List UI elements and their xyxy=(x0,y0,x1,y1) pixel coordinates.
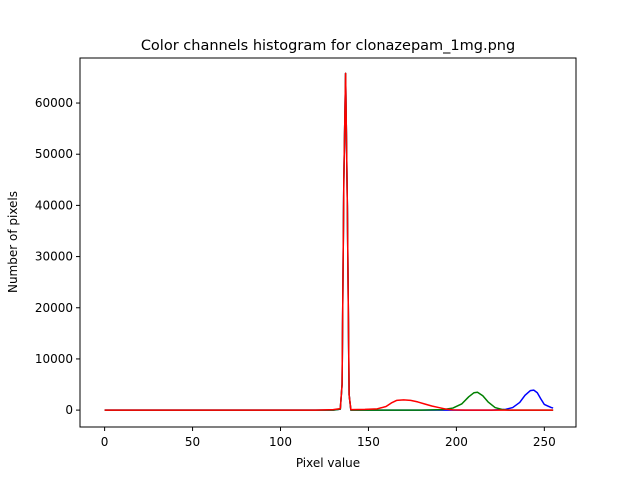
x-tick-label: 250 xyxy=(533,435,556,449)
y-tick-label: 10000 xyxy=(35,352,73,366)
x-tick-label: 0 xyxy=(101,435,109,449)
red-channel-line xyxy=(104,72,554,411)
y-axis-title: Number of pixels xyxy=(6,191,20,293)
axes-layer: 0 50 100 150 200 250 0 10000 20000 30000 40000 5000… xyxy=(35,96,556,449)
y-tick-label: 30000 xyxy=(35,250,73,264)
x-tick-label: 50 xyxy=(185,435,200,449)
y-tick-label: 0 xyxy=(65,403,73,417)
y-tick-label: 20000 xyxy=(35,301,73,315)
series-layer xyxy=(104,72,554,411)
plot-area-frame xyxy=(79,57,577,428)
y-tick-label: 40000 xyxy=(35,198,73,212)
x-tick-label: 150 xyxy=(357,435,380,449)
chart-title: Color channels histogram for clonazepam_… xyxy=(141,38,515,54)
y-tick-label: 60000 xyxy=(35,96,73,110)
y-tick-label: 50000 xyxy=(35,147,73,161)
x-axis-title: Pixel value xyxy=(296,456,360,470)
x-tick-label: 200 xyxy=(445,435,468,449)
x-tick-label: 100 xyxy=(269,435,292,449)
